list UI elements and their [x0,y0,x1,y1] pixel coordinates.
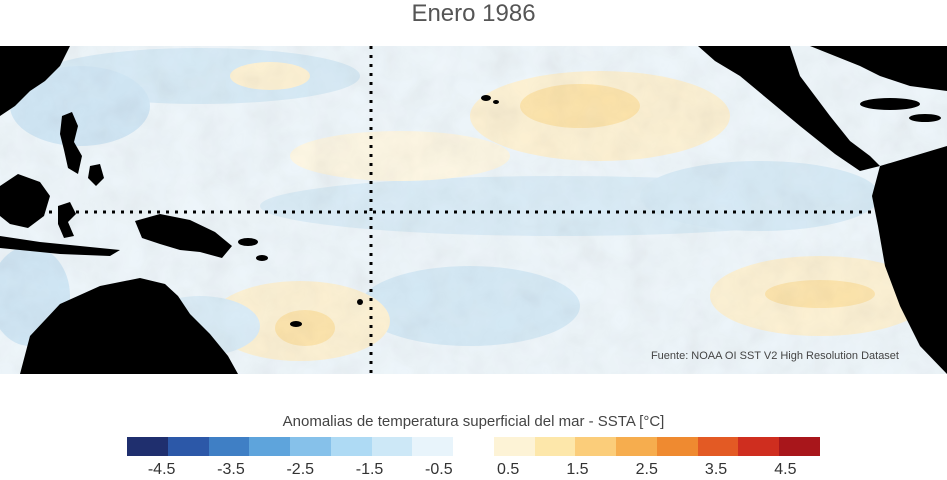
colorbar-tick-label: 2.5 [635,461,658,478]
colorbar-tick-label: 4.5 [774,461,797,478]
colorbar-swatch [738,437,780,456]
map-title: Enero 1986 [411,0,536,27]
colorbar-swatch [330,437,372,456]
colorbar-title: Anomalias de temperatura superficial del… [282,413,665,430]
colorbar-tick-label: -2.5 [286,461,315,478]
sst-anomaly-map [0,46,947,374]
data-source-note: Fuente: NOAA OI SST V2 High Resolution D… [650,350,899,362]
south-america [872,146,947,374]
asia-coast [0,46,70,116]
colorbar-swatch [697,437,739,456]
colorbar-tick-label: 3.5 [704,461,728,478]
philippines [60,112,82,174]
colorbar-swatch [208,437,250,456]
colorbar-tick-label: -1.5 [355,461,384,478]
australia [20,278,238,374]
colorbar [127,437,821,456]
colorbar-swatch [290,437,331,456]
colorbar-ticks: -4.5 -3.5 -2.5 -1.5 -0.5 0.5 1.5 2.5 3.5 4.5 [127,461,820,479]
central-america [698,46,880,171]
colorbar-tick-label: -3.5 [217,461,245,478]
new-guinea [135,214,232,258]
colorbar-swatch [249,437,291,456]
colorbar-swatch [371,437,413,456]
borneo [0,174,50,228]
colorbar-swatch [167,437,209,456]
colorbar-tick-label: 1.5 [566,461,589,478]
colorbar-swatch [412,437,454,456]
land-masses [0,46,947,374]
colorbar-swatch [453,437,494,456]
colorbar-tick-label: -4.5 [147,461,176,478]
colorbar-swatch [127,437,168,456]
north-america [810,46,947,91]
colorbar-swatch [616,437,657,456]
sulawesi [58,202,76,238]
colorbar-swatch [575,437,617,456]
colorbar-swatch [656,437,698,456]
colorbar-swatch [779,437,821,456]
colorbar-tick-label: 0.5 [497,461,520,478]
colorbar-tick-label: -0.5 [425,461,453,478]
colorbar-swatch [534,437,576,456]
colorbar-swatch [493,437,535,456]
